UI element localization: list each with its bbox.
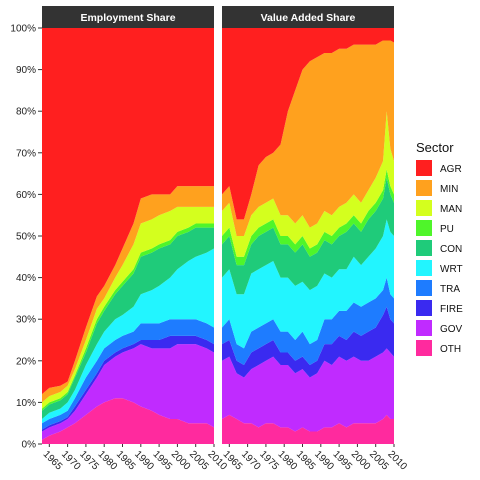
area-gov: [42, 344, 214, 440]
area-tra: [42, 319, 214, 430]
legend-swatch-wrt: [416, 260, 432, 276]
legend-swatch-min: [416, 180, 432, 196]
x-tick-label: 1990: [312, 449, 336, 473]
x-tick-label: 1970: [59, 449, 83, 473]
legend-label-con: CON: [440, 244, 462, 255]
y-tick-label: 50%: [16, 232, 36, 243]
area-fire: [222, 306, 394, 378]
area-agr: [42, 28, 214, 395]
y-tick-label: 30%: [16, 315, 36, 326]
area-con: [42, 227, 214, 420]
area-wrt: [42, 248, 214, 424]
y-tick-label: 0%: [22, 440, 37, 451]
y-tick-label: 90%: [16, 65, 36, 76]
panel-employment: Employment Share 19651970197519801985199…: [41, 6, 229, 473]
x-tick-label: 1980: [276, 449, 300, 473]
area-tra: [222, 277, 394, 365]
x-tick-label: 2000: [349, 449, 373, 473]
legend-swatch-oth: [416, 340, 432, 356]
legend-label-tra: TRA: [440, 284, 460, 295]
legend-swatch-tra: [416, 280, 432, 296]
y-tick-label: 20%: [16, 356, 36, 367]
area-man: [222, 111, 394, 257]
legend-label-gov: GOV: [440, 324, 463, 335]
area-agr: [222, 28, 394, 220]
y-tick-label: 100%: [10, 24, 36, 35]
x-tick-label: 1975: [257, 449, 281, 473]
legend-swatch-gov: [416, 320, 432, 336]
area-oth: [222, 414, 394, 444]
y-tick-label: 70%: [16, 148, 36, 159]
area-min: [222, 40, 394, 237]
x-tick-label: 1980: [96, 449, 120, 473]
legend-label-pu: PU: [440, 224, 454, 235]
legend-title: Sector: [416, 140, 454, 155]
panel-value-added: Value Added Share 1965197019751980198519…: [221, 6, 409, 473]
legend-label-min: MIN: [440, 184, 458, 195]
legend-swatch-man: [416, 200, 432, 216]
legend-label-wrt: WRT: [440, 264, 463, 275]
legend-swatch-agr: [416, 160, 432, 176]
panel-employment-title: Employment Share: [80, 12, 175, 24]
x-tick-label: 1995: [330, 449, 354, 473]
legend-label-agr: AGR: [440, 164, 462, 175]
area-con: [222, 177, 394, 295]
legend: Sector AGR MIN MAN PU CON WRT TRA FIRE GOV OTH: [416, 140, 463, 356]
area-oth: [42, 398, 214, 444]
x-tick-label: 2005: [187, 449, 211, 473]
y-axis: 0% 10% 20% 30% 40% 50% 60% 70% 80% 90% 100%: [10, 24, 42, 451]
panel-employment-strip: [42, 6, 214, 28]
x-tick-label: 1995: [150, 449, 174, 473]
legend-label-oth: OTH: [440, 344, 461, 355]
legend-swatch-fire: [416, 300, 432, 316]
x-tick-label: 1970: [239, 449, 263, 473]
y-tick-label: 40%: [16, 273, 36, 284]
area-wrt: [222, 219, 394, 349]
y-tick-label: 10%: [16, 398, 36, 409]
x-tick-label: 2010: [385, 449, 409, 473]
x-tick-label: 1985: [294, 449, 318, 473]
x-tick-label: 1965: [41, 449, 65, 473]
x-tick-label: 1985: [114, 449, 138, 473]
y-tick-label: 80%: [16, 107, 36, 118]
x-tick-label: 2000: [169, 449, 193, 473]
x-tick-label: 1975: [77, 449, 101, 473]
x-tick-label: 1990: [132, 449, 156, 473]
legend-label-fire: FIRE: [440, 304, 463, 315]
y-tick-label: 60%: [16, 190, 36, 201]
panel-value-added-strip: [222, 6, 394, 28]
area-fire: [42, 335, 214, 432]
legend-swatch-pu: [416, 220, 432, 236]
legend-label-man: MAN: [440, 204, 462, 215]
legend-swatch-con: [416, 240, 432, 256]
panel-value-added-title: Value Added Share: [261, 12, 356, 24]
x-tick-label: 2005: [367, 449, 391, 473]
area-pu: [222, 169, 394, 266]
area-gov: [222, 348, 394, 432]
